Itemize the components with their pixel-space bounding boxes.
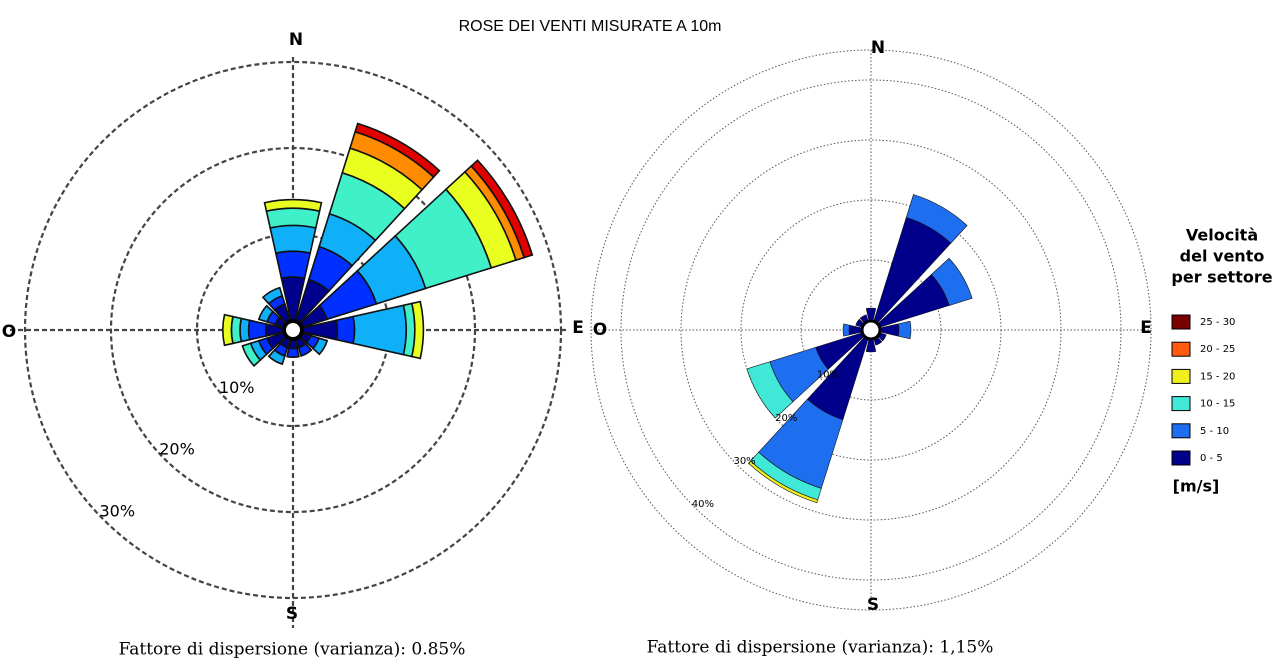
legend-swatch — [1171, 368, 1191, 384]
r-tick-label: 20% — [775, 413, 797, 424]
r-tick-label: 10% — [817, 370, 839, 381]
sector-segment — [265, 207, 321, 229]
legend-swatch — [1171, 341, 1191, 357]
legend-title: per settore — [1171, 268, 1272, 287]
cardinal-label: O — [2, 322, 16, 342]
sector-segment — [267, 348, 286, 366]
sector-segment — [257, 304, 275, 323]
sector-segment — [261, 286, 284, 305]
cardinal-label: E — [572, 318, 584, 338]
wind-rose: 10% 20% 30% N E S O Fattore di dispersione (var… — [2, 30, 584, 660]
r-tick-label: 20% — [159, 440, 195, 459]
sector-segment — [241, 342, 262, 368]
r-tick-label: 30% — [733, 456, 755, 467]
caption: Fattore di dispersione (varianza): 1,15% — [647, 638, 994, 658]
legend-unit: [m/s] — [1173, 477, 1220, 496]
legend-label: 10 - 15 — [1200, 399, 1235, 410]
sector-segment — [274, 250, 312, 280]
grid-ring — [680, 139, 1062, 521]
sector-segment — [352, 304, 407, 356]
chart-title: ROSE DEI VENTI MISURATE A 10m — [459, 18, 722, 35]
r-tick-label: 40% — [692, 499, 714, 510]
legend-title: del vento — [1180, 247, 1265, 266]
sector-segment — [239, 317, 251, 343]
sector-segment — [335, 315, 356, 345]
grid-ring — [620, 79, 1122, 581]
r-tick-label: 10% — [219, 378, 255, 397]
cardinal-label: O — [593, 320, 607, 340]
sector-segment — [311, 337, 329, 356]
sector-segment — [410, 300, 425, 360]
sector-segment — [897, 320, 912, 340]
sector-segment — [269, 224, 317, 255]
center-hole — [860, 319, 882, 341]
legend-label: 0 - 5 — [1200, 453, 1223, 464]
center-hole — [282, 319, 304, 341]
legend-label: 5 - 10 — [1200, 426, 1229, 437]
sector-segment — [297, 342, 313, 357]
sector-segment — [470, 159, 534, 259]
legend-title: Velocità — [1186, 226, 1258, 245]
cardinal-label: E — [1140, 318, 1152, 338]
cardinal-label: S — [867, 595, 879, 615]
sector-segment — [263, 198, 323, 213]
sector-segment — [748, 460, 819, 504]
grid-ring — [740, 199, 1002, 461]
caption: Fattore di dispersione (varianza): 0.85% — [119, 640, 466, 660]
sector-segment — [746, 361, 794, 419]
sector-segment — [222, 313, 234, 347]
legend-swatch — [1171, 450, 1191, 466]
cardinal-label: S — [286, 604, 298, 624]
legend-label: 25 - 30 — [1200, 317, 1235, 328]
grid-ring — [109, 146, 477, 514]
legend-label: 15 - 20 — [1200, 371, 1235, 382]
legend-label: 20 - 25 — [1200, 344, 1235, 355]
legend-swatch — [1171, 423, 1191, 439]
sector-segment — [286, 347, 300, 358]
grid-ring — [23, 60, 563, 600]
grid-ring — [800, 259, 942, 401]
sector-segment — [247, 319, 268, 341]
sector-segment — [842, 323, 850, 337]
legend-swatch — [1171, 314, 1191, 330]
legend-swatch — [1171, 396, 1191, 412]
sector-segment — [930, 257, 973, 306]
r-tick-label: 30% — [99, 501, 135, 520]
wind-rose: 10% 20% 30% 40% N E S O Fattore di dispersione (… — [590, 38, 1273, 658]
sector-segment — [354, 122, 441, 179]
cardinal-label: N — [871, 38, 885, 58]
cardinal-label: N — [289, 30, 303, 50]
